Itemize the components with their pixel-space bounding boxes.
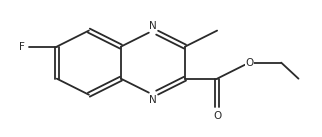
Text: O: O bbox=[245, 58, 253, 68]
Text: N: N bbox=[149, 95, 157, 105]
Text: F: F bbox=[19, 42, 25, 52]
Text: N: N bbox=[149, 21, 157, 31]
Text: O: O bbox=[213, 111, 221, 121]
